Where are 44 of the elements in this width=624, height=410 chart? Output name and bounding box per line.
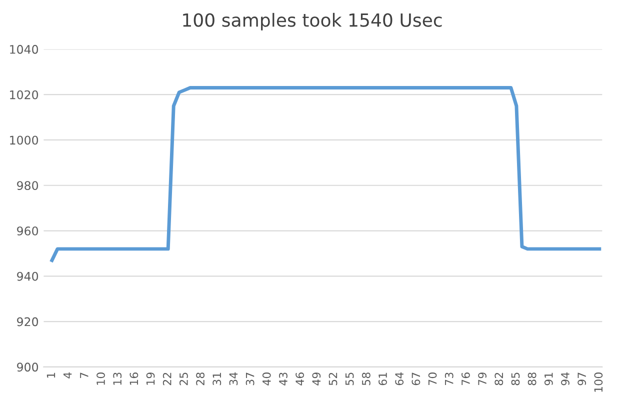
x-tick-label: 16	[130, 372, 138, 385]
x-tick-label: 25	[180, 372, 188, 386]
x-tick-label: 4	[64, 372, 72, 378]
x-tick-label: 91	[544, 372, 553, 386]
x-tick-label: 97	[578, 372, 586, 386]
x-tick-label: 73	[444, 372, 454, 386]
x-tick-label: 1	[46, 372, 56, 378]
line-series	[50, 86, 602, 262]
x-tick-label: 85	[511, 372, 520, 386]
y-tick-label: 1020	[10, 90, 38, 100]
x-tick-label: 7	[80, 372, 88, 378]
y-tick-label: 900	[17, 362, 38, 372]
x-tick-label: 61	[378, 372, 387, 386]
x-tick-label: 100	[594, 372, 603, 392]
x-tick-label: 88	[528, 372, 536, 386]
x-tick-label: 49	[312, 372, 321, 386]
x-tick-label: 28	[196, 372, 204, 386]
x-tick-label: 46	[296, 372, 304, 386]
x-tick-label: 58	[362, 372, 370, 386]
x-tick-label: 40	[262, 372, 271, 386]
x-tick-label: 22	[162, 372, 172, 386]
x-tick-label: 52	[328, 372, 338, 386]
chart-title: 100 samples took 1540 Usec	[183, 12, 442, 30]
x-tick-label: 94	[561, 372, 570, 386]
y-tick-label: 920	[17, 317, 38, 326]
y-tick-label: 960	[17, 226, 38, 236]
y-tick-label: 1000	[10, 136, 38, 145]
x-tick-label: 34	[229, 372, 238, 386]
x-tick-label: 31	[212, 372, 222, 386]
x-tick-label: 37	[246, 372, 254, 386]
x-tick-label: 13	[113, 372, 122, 385]
x-tick-label: 10	[96, 372, 105, 385]
x-tick-label: 19	[146, 372, 155, 385]
y-tick-label: 1040	[10, 44, 38, 54]
x-tick-label: 70	[428, 372, 437, 386]
x-tick-label: 55	[346, 372, 354, 386]
x-tick-label: 79	[478, 372, 486, 386]
x-tick-label: 82	[494, 372, 504, 386]
x-tick-label: 43	[279, 372, 288, 386]
x-tick-label: 76	[462, 372, 470, 386]
x-tick-label: 67	[412, 372, 420, 386]
y-tick-label: 980	[17, 181, 38, 190]
y-tick-label: 940	[17, 272, 38, 281]
x-tick-label: 64	[395, 372, 404, 386]
